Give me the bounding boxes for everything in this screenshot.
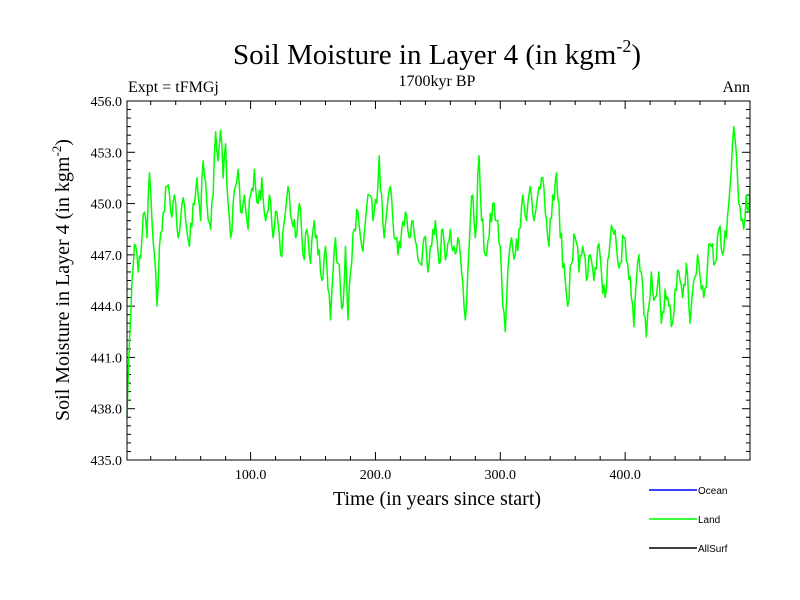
x-tick-label: 400.0	[609, 468, 641, 483]
y-tick-label: 435.0	[91, 454, 123, 469]
chart-title-superscript: -2	[616, 36, 631, 56]
season-label: Ann	[722, 79, 750, 96]
experiment-label: Expt = tFMGj	[128, 79, 219, 96]
chart-subtitle: 1700kyr BP	[399, 73, 476, 90]
chart-title-text: Soil Moisture in Layer 4 (in kgm	[233, 39, 617, 71]
y-tick-label: 441.0	[91, 351, 123, 366]
series-line-land	[126, 125, 751, 418]
legend-label-ocean: Ocean	[698, 486, 727, 497]
y-tick-label: 450.0	[91, 198, 123, 213]
chart-title: Soil Moisture in Layer 4 (in kgm-2)	[233, 36, 641, 71]
y-tick-label: 444.0	[91, 300, 123, 315]
y-tick-label: 453.0	[91, 146, 123, 161]
y-axis-ticks: 435.0 438.0 441.0 444.0 447.0 450.0 453.0 456.0	[91, 95, 750, 469]
chart-title-suffix: )	[631, 39, 641, 71]
y-axis-label-suffix: )	[52, 139, 74, 146]
y-tick-label: 456.0	[91, 95, 123, 110]
y-axis-label-text: Soil Moisture in Layer 4 (in kgm	[52, 156, 74, 421]
legend: Ocean Land AllSurf	[649, 486, 728, 555]
series-layer	[126, 125, 751, 418]
legend-label-allsurf: AllSurf	[698, 544, 728, 555]
y-tick-label: 447.0	[91, 249, 123, 264]
x-axis-ticks: 100.0 200.0 300.0 400.0	[150, 101, 726, 483]
x-axis-label: Time (in years since start)	[333, 488, 541, 510]
y-axis-label: Soil Moisture in Layer 4 (in kgm-2)	[49, 139, 74, 421]
y-tick-label: 438.0	[91, 403, 123, 418]
x-tick-label: 200.0	[360, 468, 392, 483]
x-tick-label: 100.0	[235, 468, 267, 483]
legend-label-land: Land	[698, 515, 720, 526]
plot-frame	[126, 100, 751, 461]
x-tick-label: 300.0	[485, 468, 517, 483]
y-axis-label-superscript: -2	[49, 146, 64, 157]
